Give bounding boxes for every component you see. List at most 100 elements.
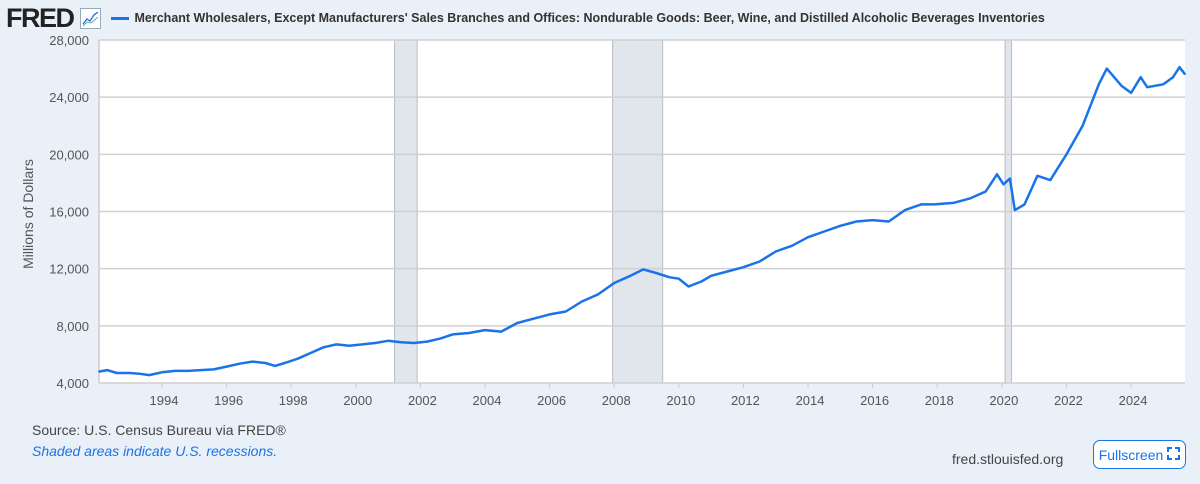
series-line-inventories [98, 65, 1186, 377]
data-point [238, 362, 241, 365]
data-point [1023, 203, 1026, 206]
data-point [426, 340, 428, 343]
site-link[interactable]: fred.stlouisfed.org [952, 451, 1064, 467]
x-tick-label: 2000 [343, 393, 372, 408]
data-point [823, 230, 825, 233]
y-tick-label: 28,000 [49, 33, 89, 48]
line-chart-icon [79, 7, 101, 29]
data-point [500, 330, 502, 333]
chart-header: FRED Merchant Wholesalers, Except Manufa… [6, 3, 1045, 33]
data-point [274, 365, 276, 367]
data-point [933, 203, 935, 206]
data-point [564, 310, 567, 313]
data-point [106, 369, 108, 371]
data-point [839, 224, 842, 227]
x-tick-label: 1996 [214, 393, 243, 408]
data-point [1036, 174, 1039, 177]
data-point [968, 197, 971, 200]
chart-plot: 4,000 8,000 12,000 16,000 20,000 24,000 28,000… [49, 33, 1186, 408]
data-point [374, 342, 376, 344]
data-point [920, 203, 922, 206]
data-point [309, 352, 312, 354]
data-point [283, 362, 286, 364]
data-point [1081, 124, 1084, 127]
data-point [174, 370, 176, 372]
data-point [613, 282, 616, 284]
data-point [952, 202, 955, 204]
x-tick-label: 1998 [279, 393, 308, 408]
x-tick-label: 2002 [408, 393, 437, 408]
data-point [996, 173, 998, 176]
x-tick-label: 2022 [1054, 393, 1083, 408]
data-point [1065, 153, 1068, 156]
x-tick-label: 2008 [602, 393, 631, 408]
data-point [161, 371, 163, 374]
data-point [887, 220, 890, 223]
data-point [115, 372, 118, 374]
data-point [904, 209, 906, 211]
data-point [128, 372, 131, 374]
x-tick-label: 2016 [860, 393, 889, 408]
data-point [597, 293, 599, 296]
data-point [726, 270, 729, 273]
data-point [187, 370, 189, 372]
data-point [451, 333, 454, 336]
data-point [148, 374, 150, 376]
data-point [687, 285, 690, 288]
x-tick-label: 2020 [989, 393, 1018, 408]
recession-note: Shaded areas indicate U.S. recessions. [32, 443, 278, 459]
data-point [1162, 83, 1165, 86]
data-point [548, 313, 551, 316]
data-point [138, 372, 141, 375]
data-point [251, 360, 254, 363]
y-tick-label: 24,000 [49, 90, 89, 105]
data-point [484, 329, 486, 331]
data-point [335, 343, 338, 346]
data-point [791, 245, 793, 247]
data-point [532, 317, 535, 320]
data-point [758, 260, 761, 263]
x-tick-label: 2010 [666, 393, 695, 408]
data-point [468, 332, 470, 334]
data-point [98, 370, 100, 373]
fullscreen-button[interactable]: Fullscreen [1093, 440, 1186, 469]
data-point [700, 280, 703, 283]
data-point [212, 368, 215, 371]
expand-icon [1167, 446, 1181, 463]
data-point [678, 277, 680, 280]
data-point [516, 322, 519, 324]
x-tick-label: 2006 [537, 393, 566, 408]
x-tick-label: 2012 [731, 393, 760, 408]
data-point [774, 250, 777, 253]
data-point [322, 346, 325, 349]
data-point [984, 190, 987, 193]
chart-title[interactable]: Merchant Wholesalers, Except Manufacture… [134, 11, 1045, 25]
data-point [1120, 84, 1123, 87]
data-point [655, 272, 658, 274]
data-point [199, 369, 202, 371]
data-point [296, 357, 299, 360]
y-tick-label: 16,000 [49, 205, 89, 220]
data-point [710, 275, 712, 277]
source-text: Source: U.S. Census Bureau via FRED® [32, 422, 286, 438]
data-point [1172, 76, 1174, 78]
data-point [1013, 209, 1016, 211]
data-point [1049, 179, 1052, 181]
data-point [387, 340, 389, 342]
x-tick-label: 2024 [1119, 393, 1148, 408]
data-point [855, 220, 858, 223]
data-point [1009, 177, 1011, 180]
data-point [348, 345, 351, 347]
data-point [264, 362, 267, 364]
data-point [438, 337, 441, 340]
data-point [413, 342, 415, 344]
data-point [742, 266, 745, 269]
data-point [1184, 73, 1186, 76]
data-point [225, 365, 228, 368]
x-tick-label: 2014 [796, 393, 825, 408]
data-point [668, 276, 670, 279]
data-point [581, 300, 583, 303]
x-tick-label: 1994 [150, 393, 179, 408]
data-point [1178, 66, 1181, 68]
data-point [1130, 92, 1132, 94]
